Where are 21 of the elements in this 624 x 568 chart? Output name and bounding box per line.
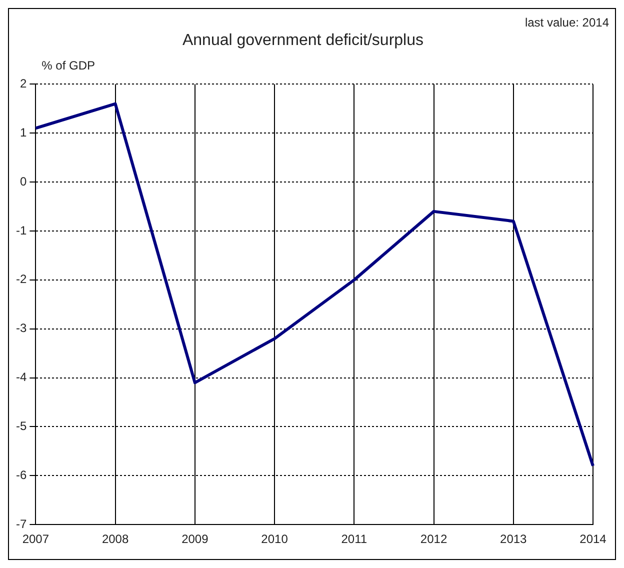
text: last value: 2014: [524, 15, 610, 30]
x-tick-label: 2009: [182, 532, 209, 546]
y-tick-label: 1: [20, 125, 27, 140]
x-tick-label: 2008: [102, 532, 129, 546]
x-tick-label: 2014: [580, 532, 607, 546]
y-tick-label: -3: [16, 321, 27, 336]
chart-title: Annual government deficit/surplus: [182, 32, 424, 50]
y-tick-label: -1: [16, 223, 27, 238]
y-tick-label: -2: [16, 272, 27, 286]
x-tick-label: 2011: [341, 532, 368, 546]
y-tick-label: -5: [16, 419, 27, 434]
y-tick-label: -7: [16, 516, 27, 531]
y-tick-label: 2: [20, 76, 27, 91]
y-axis-title: % of GDP: [42, 58, 96, 73]
x-tick-label: 2010: [261, 532, 288, 546]
x-tick-label: 2013: [500, 532, 528, 546]
y-tick-label: -6: [16, 468, 27, 482]
x-tick-label: 2007: [22, 532, 50, 546]
y-tick-label: 0: [20, 174, 27, 188]
x-tick-label: 2012: [420, 532, 448, 546]
y-tick-label: -4: [16, 370, 27, 384]
